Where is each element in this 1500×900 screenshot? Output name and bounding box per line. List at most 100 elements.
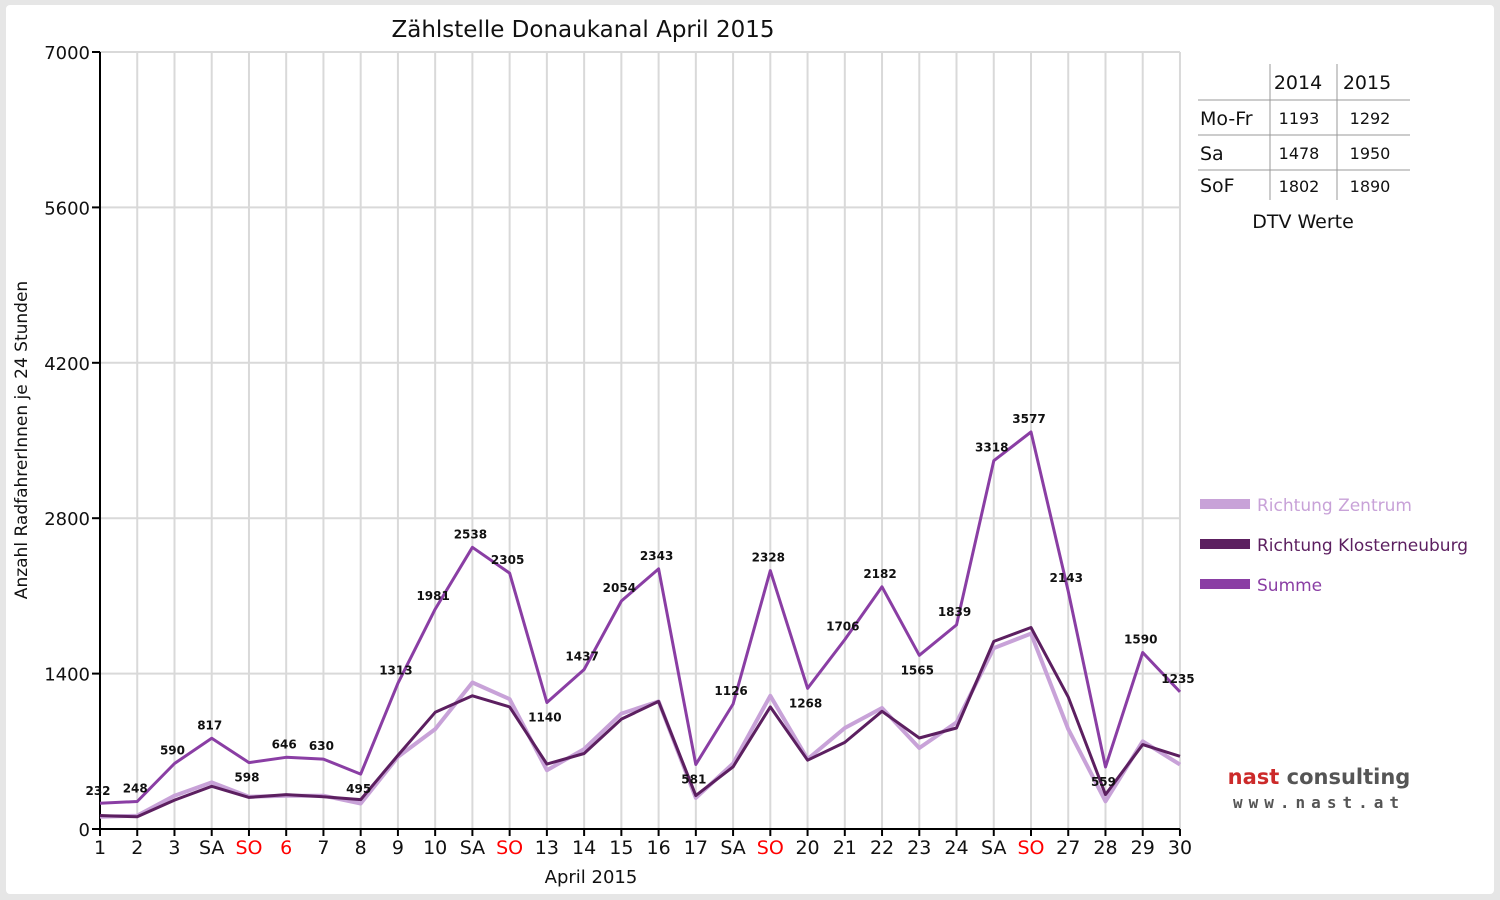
x-tick-label: 29 (1131, 837, 1155, 859)
dtv-cell-sa-2015: 1950 (1350, 144, 1391, 163)
logo-company-name: nast consulting (1228, 765, 1411, 789)
dtv-table: 2014 2015 Mo-Fr 1193 1292 Sa 1478 1950 S… (1198, 64, 1410, 233)
data-label: 248 (123, 781, 148, 795)
y-tick-label: 1400 (44, 665, 90, 686)
legend-swatch (1200, 539, 1250, 549)
series-lines (99, 430, 1182, 819)
data-label: 1839 (938, 605, 971, 619)
dtv-header-2014: 2014 (1274, 72, 1322, 94)
x-tick-label: 24 (944, 837, 968, 859)
x-tick-label: 14 (572, 837, 596, 859)
legend-label: Richtung Zentrum (1257, 496, 1412, 516)
data-label: 817 (197, 718, 222, 732)
data-label: 646 (272, 737, 297, 751)
dtv-cell-sa-2014: 1478 (1279, 144, 1320, 163)
dtv-cell-sof-2015: 1890 (1350, 177, 1391, 196)
x-tick-label: SA (981, 837, 1006, 859)
data-label: 3577 (1012, 412, 1045, 426)
data-label: 2143 (1050, 571, 1083, 585)
data-label: 1706 (826, 620, 859, 634)
data-label: 1565 (901, 663, 934, 677)
data-label: 559 (1091, 775, 1116, 789)
x-tick-label: SA (460, 837, 485, 859)
x-tick-label: SO (496, 837, 523, 859)
x-tick-label: SO (235, 837, 262, 859)
x-tick-label: SA (720, 837, 745, 859)
x-tick-label: 8 (355, 837, 367, 859)
company-logo: nast consulting www.nast.at (1200, 750, 1443, 825)
data-label: 2538 (454, 527, 487, 541)
y-tick-label: 5600 (44, 198, 90, 219)
x-tick-label: SO (757, 837, 784, 859)
dtv-cell-sof-2014: 1802 (1279, 177, 1320, 196)
x-tick-label: 28 (1093, 837, 1117, 859)
logo-url: www.nast.at (1233, 793, 1405, 812)
x-axis-label: April 2015 (545, 867, 638, 888)
x-tick-label: 30 (1168, 837, 1192, 859)
x-tick-label: 10 (423, 837, 447, 859)
x-tick-label: 15 (609, 837, 633, 859)
data-label: 2054 (603, 581, 636, 595)
dtv-row-label-sof: SoF (1200, 175, 1235, 197)
x-tick-label: 27 (1056, 837, 1080, 859)
y-tick-label: 4200 (44, 354, 90, 375)
x-tick-label: 1 (94, 837, 106, 859)
chart-title: Zählstelle Donaukanal April 2015 (391, 17, 774, 43)
chart-frame (6, 5, 1494, 894)
data-label: 1437 (565, 649, 598, 663)
x-tick-label: 16 (647, 837, 671, 859)
x-tick-label: 23 (907, 837, 931, 859)
legend-label: Summe (1257, 576, 1322, 596)
y-tick-label: 7000 (44, 43, 90, 64)
dtv-row-label-mofr: Mo-Fr (1200, 108, 1253, 130)
x-tick-label: 21 (833, 837, 857, 859)
data-label: 2343 (640, 549, 673, 563)
dtv-header-2015: 2015 (1343, 72, 1391, 94)
y-tick-label: 0 (79, 820, 90, 841)
data-label: 232 (85, 784, 110, 798)
data-label: 590 (160, 744, 185, 758)
data-label: 581 (681, 773, 706, 787)
x-tick-label: 17 (684, 837, 708, 859)
data-label: 1140 (528, 710, 561, 724)
x-tick-label: 2 (131, 837, 143, 859)
series-line-1 (99, 631, 1182, 819)
x-tick-label: 20 (795, 837, 819, 859)
x-tick-label: 22 (870, 837, 894, 859)
dtv-cell-mofr-2014: 1193 (1279, 109, 1320, 128)
legend-swatch (1200, 499, 1250, 509)
data-label: 1126 (714, 684, 747, 698)
x-tick-label: 7 (317, 837, 329, 859)
y-tick-label: 2800 (44, 509, 90, 530)
data-label: 3318 (975, 441, 1008, 455)
x-tick-label: SO (1017, 837, 1044, 859)
legend-label: Richtung Klosterneuburg (1257, 536, 1468, 556)
axes (92, 51, 1181, 836)
series-line-3 (99, 430, 1182, 805)
data-labels: 232 248 590 817 598 646 630 495 1313 1981 2538 2305… (85, 412, 1194, 798)
data-label: 1590 (1124, 633, 1157, 647)
dtv-cell-mofr-2015: 1292 (1350, 109, 1391, 128)
x-tick-label: SA (199, 837, 224, 859)
series-line-2 (99, 626, 1181, 819)
data-label: 495 (346, 782, 371, 796)
legend-swatch (1200, 579, 1250, 589)
data-label: 2328 (752, 551, 785, 565)
x-tick-label: 13 (535, 837, 559, 859)
logo-background (1200, 750, 1443, 825)
x-tick-label: 3 (168, 837, 180, 859)
data-label: 1235 (1161, 672, 1194, 686)
x-tick-label: 9 (392, 837, 404, 859)
data-label: 1981 (416, 589, 449, 603)
data-label: 1268 (789, 696, 822, 710)
data-label: 630 (309, 739, 334, 753)
data-label: 598 (234, 771, 259, 785)
y-axis-label: Anzahl RadfahrerInnen je 24 Stunden (12, 281, 32, 599)
data-label: 2182 (863, 567, 896, 581)
data-label: 1313 (379, 663, 412, 677)
dtv-caption: DTV Werte (1252, 211, 1354, 233)
data-label: 2305 (491, 553, 524, 567)
dtv-row-label-sa: Sa (1200, 143, 1224, 165)
